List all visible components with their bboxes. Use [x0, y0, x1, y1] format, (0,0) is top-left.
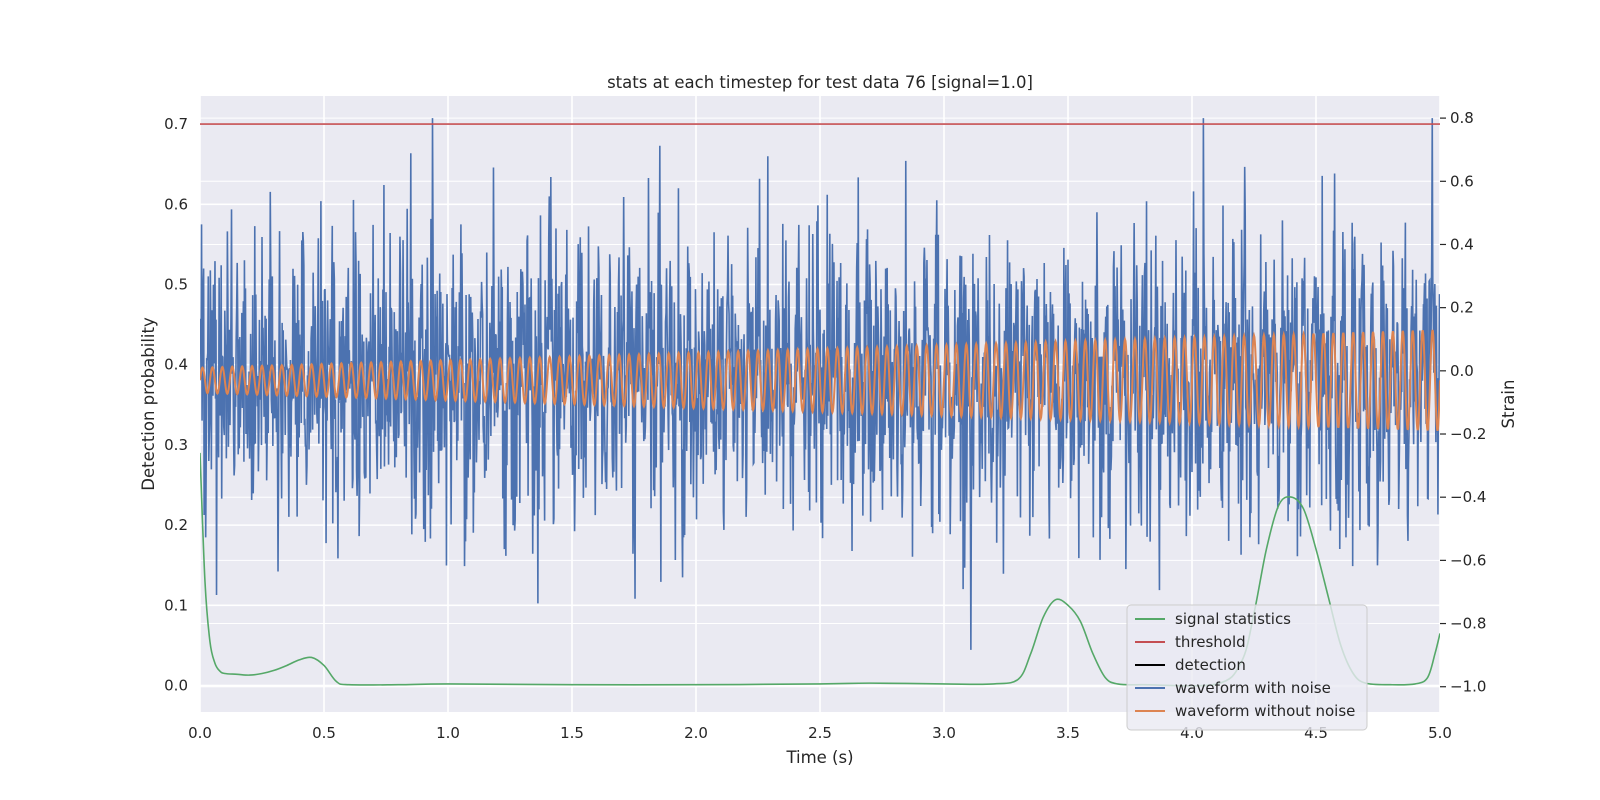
series-waveform-with-noise	[200, 118, 1440, 650]
series-signal-statistics	[200, 452, 1440, 687]
y-tick-label: 0.5	[164, 275, 188, 293]
y2-tick-label: 0.8	[1450, 109, 1474, 127]
chart-title: stats at each timestep for test data 76 …	[607, 73, 1033, 92]
legend-label: waveform without noise	[1175, 702, 1355, 720]
y-tick-label: 0.6	[164, 195, 188, 213]
x-tick-label: 1.0	[436, 724, 460, 742]
legend: signal statistics threshold detection wavef…	[1126, 604, 1368, 731]
x-tick-label: 0.5	[312, 724, 336, 742]
legend-label: waveform with noise	[1175, 679, 1331, 697]
y2-tick-label: −1.0	[1450, 678, 1486, 696]
x-axis-ticks: 0.0 0.5 1.0 1.5 2.0 2.5 3.0 3.5 4.0 4.5 5.0	[188, 724, 1452, 742]
y2-tick-label: 0.2	[1450, 299, 1474, 317]
y2-tick-label: −0.8	[1450, 615, 1486, 633]
x-axis-label: Time (s)	[785, 748, 853, 767]
y-tick-label: 0.1	[164, 596, 188, 614]
x-tick-label: 2.5	[808, 724, 832, 742]
y2-tick-label: 0.0	[1450, 362, 1474, 380]
x-tick-label: 1.5	[560, 724, 584, 742]
legend-label: signal statistics	[1175, 610, 1291, 628]
legend-label: threshold	[1175, 633, 1246, 651]
x-tick-label: 0.0	[188, 724, 212, 742]
y-axis-ticks: 0.0 0.1 0.2 0.3 0.4 0.5 0.6 0.7	[164, 115, 188, 694]
legend-label: detection	[1175, 656, 1246, 674]
y-tick-label: 0.7	[164, 115, 188, 133]
y2-axis-ticks: −1.0 −0.8 −0.6 −0.4 −0.2 0.0 0.2 0.4 0.6 0.8	[1440, 109, 1486, 696]
y2-tick-label: 0.6	[1450, 172, 1474, 190]
y-tick-label: 0.0	[164, 677, 188, 695]
y2-tick-label: −0.2	[1450, 425, 1486, 443]
y2-axis-label: Strain	[1499, 380, 1518, 429]
x-tick-label: 3.5	[1056, 724, 1080, 742]
y2-tick-label: −0.6	[1450, 551, 1486, 569]
y-tick-label: 0.3	[164, 436, 188, 454]
x-tick-label: 5.0	[1428, 724, 1452, 742]
y2-tick-label: −0.4	[1450, 488, 1486, 506]
legend-box	[1126, 604, 1368, 731]
y2-tick-label: 0.4	[1450, 235, 1474, 253]
x-tick-label: 3.0	[932, 724, 956, 742]
x-tick-label: 2.0	[684, 724, 708, 742]
y-axis-label: Detection probability	[139, 317, 158, 491]
y-tick-label: 0.2	[164, 516, 188, 534]
y-tick-label: 0.4	[164, 356, 188, 374]
series-waveform-without-noise	[200, 329, 1440, 432]
